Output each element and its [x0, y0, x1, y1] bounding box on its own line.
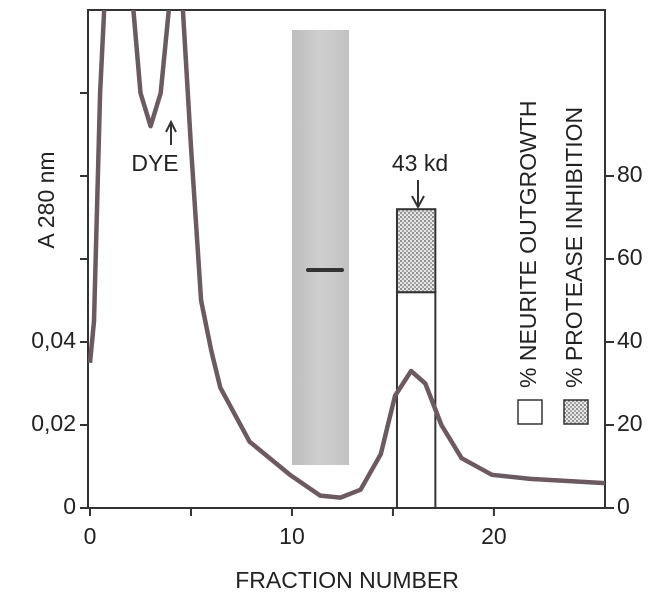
x-tick-label: 20: [481, 523, 507, 549]
y-tick-label: 0,02: [31, 410, 76, 436]
annotation: 43 kd: [392, 150, 448, 176]
annotation: DYE: [131, 150, 178, 176]
gel-band: [306, 268, 344, 272]
y2-tick-label: 20: [617, 410, 643, 436]
legend-label: % PROTEASE INHIBITION: [561, 107, 587, 388]
y2-tick-label: 60: [617, 244, 643, 270]
arrow: [412, 180, 424, 207]
x-tick-label: 0: [84, 523, 97, 549]
y2-tick-label: 40: [617, 327, 643, 353]
legend-swatch: [564, 400, 588, 424]
y2-tick-label: 0: [617, 493, 630, 519]
x-axis-label: FRACTION NUMBER: [235, 567, 459, 593]
legend-swatch: [518, 400, 542, 424]
arrow: [166, 122, 176, 145]
bar-segment: [397, 209, 435, 292]
y2-tick-label: 80: [617, 161, 643, 187]
gel-lane: [292, 30, 349, 465]
legend-label: % NEURITE OUTGROWTH: [515, 101, 541, 389]
y-axis-label: A 280 nm: [33, 151, 59, 248]
chart: A 280 nm FRACTION NUMBER DYE 43 kd 0 10 20…: [0, 0, 657, 597]
y-tick-label: 0,04: [31, 327, 76, 353]
y-tick-label: 0: [63, 493, 76, 519]
x-tick-label: 10: [279, 523, 305, 549]
